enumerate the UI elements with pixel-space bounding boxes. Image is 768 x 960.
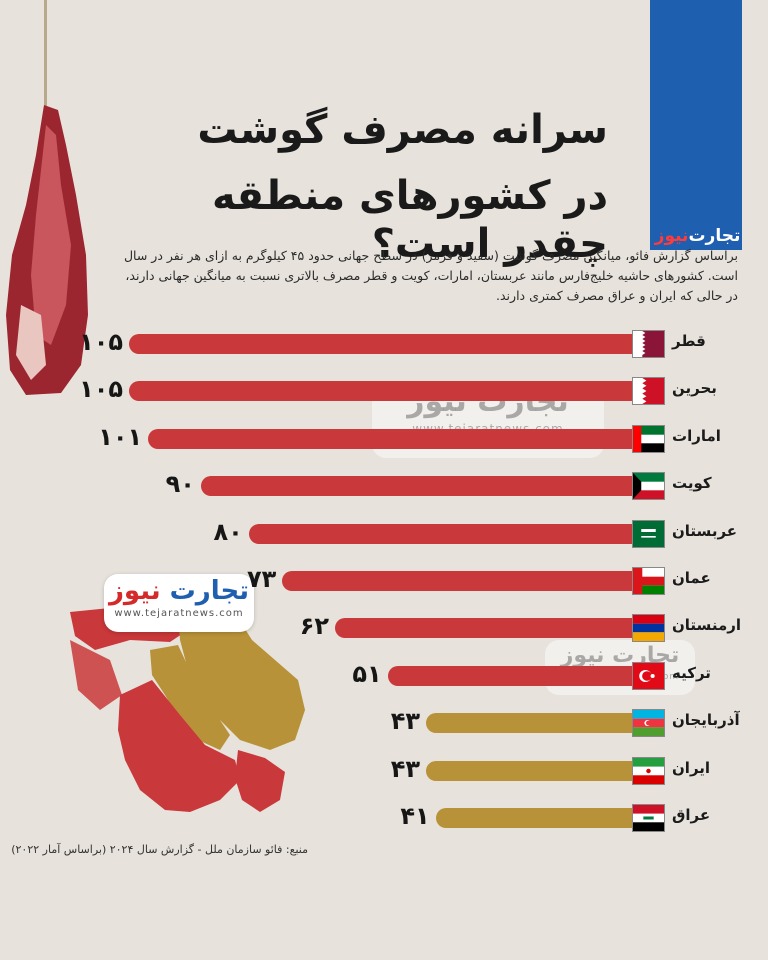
bar [129, 381, 632, 402]
bar [426, 760, 632, 781]
bar-value-label: ۱۰۵ [79, 328, 124, 356]
bar-value-label: ۱۰۵ [79, 375, 124, 404]
country-label: عراق [672, 806, 711, 824]
chart-row: ۱۰۵ قطر [0, 324, 768, 364]
brand-band [650, 0, 742, 250]
bar [248, 523, 632, 544]
bar [426, 713, 632, 734]
rope [44, 0, 47, 110]
meat-illustration [6, 105, 88, 395]
bar-value-label: ۴۱ [400, 802, 430, 830]
map-logo-url: www.tejaratnews.com [114, 608, 244, 619]
source-note: منبع: فائو سازمان ملل - گزارش سال ۲۰۲۴ (… [11, 843, 308, 856]
bar-value-label: ۹۰ [165, 470, 195, 499]
bar [435, 808, 632, 828]
country-label: کویت [672, 474, 712, 493]
oman-flag-icon [632, 567, 665, 595]
uae-flag-icon [632, 424, 665, 453]
bar-value-label: ۶۲ [299, 612, 330, 641]
chart-row: ۴۱ عراق [0, 798, 768, 838]
watermark2-part2: نیوز [560, 643, 605, 668]
chart-row: ۱۰۵ بحرین [0, 371, 768, 411]
country-label: بحرین [672, 379, 717, 398]
chart-row: ۴۳ ایران [0, 751, 768, 791]
page-title-line1: سرانه مصرف گوشت [197, 107, 608, 153]
bar [129, 334, 632, 354]
chart-row: ۷۳ عمان [0, 561, 768, 601]
bar [282, 571, 632, 591]
chart-row: ۵۱ ترکیه [0, 656, 768, 696]
brand-logo-part2: نیوز [654, 226, 689, 246]
country-label: عربستان [672, 521, 738, 540]
map-logo-part1: تجارت [169, 576, 250, 606]
bar [200, 476, 632, 497]
qatar-flag-icon [632, 330, 665, 358]
chart-row: ۸۰ عربستان [0, 514, 768, 554]
bar-value-label: ۱۰۱ [98, 422, 143, 451]
brand-logo-part1: تجارت [688, 226, 741, 246]
turkey-flag-icon [632, 661, 665, 690]
bar-value-label: ۵۱ [352, 659, 382, 688]
iran-flag-icon [632, 756, 665, 785]
intro-text: براساس گزارش فائو، میانگین مصرف گوشت (سف… [123, 248, 738, 303]
country-label: قطر [672, 332, 706, 350]
bar-value-label: ۴۳ [390, 754, 421, 783]
chart-row: ۴۳ آذربایجان [0, 703, 768, 743]
bar [387, 665, 632, 686]
bar-value-label: ۷۳ [247, 565, 277, 593]
country-label: امارات [672, 426, 721, 445]
map-brand-logo: تجارت نیوز www.tejaratnews.com [104, 574, 254, 632]
country-label: عمان [672, 569, 711, 587]
chart-row: ۹۰ کویت [0, 466, 768, 506]
bar [335, 618, 632, 639]
kuwait-flag-icon [632, 472, 665, 501]
page-title-line2: در کشورهای منطقه چقدر است؟ [212, 173, 608, 267]
chart-row: ۶۲ ارمنستان [0, 608, 768, 648]
armenia-flag-icon [632, 614, 665, 643]
country-label: ایران [672, 758, 711, 777]
country-label: ارمنستان [672, 616, 742, 635]
country-label: ترکیه [672, 663, 711, 682]
azerbaijan-flag-icon [632, 709, 665, 738]
chart-row: ۱۰۱ امارات [0, 419, 768, 459]
map-logo-part2: نیوز [108, 576, 161, 606]
bahrain-flag-icon [632, 377, 665, 406]
saudi-flag-icon [632, 519, 665, 548]
bar-value-label: ۴۳ [390, 707, 421, 736]
country-label: آذربایجان [672, 711, 740, 730]
bar [148, 428, 632, 449]
iraq-flag-icon [632, 804, 665, 832]
region-map [70, 608, 305, 812]
brand-logo: تجارت نیوز [650, 222, 742, 250]
bar-value-label: ۸۰ [213, 517, 243, 546]
